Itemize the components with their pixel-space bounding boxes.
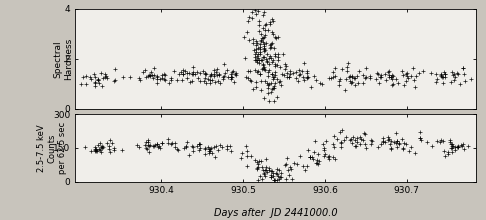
Y-axis label: 2.5-7.5 keV
Counts
per 62.5 sec: 2.5-7.5 keV Counts per 62.5 sec (37, 122, 67, 174)
Text: Days after  JD 2441000.0: Days after JD 2441000.0 (214, 208, 338, 218)
Y-axis label: Spectral
Hardness: Spectral Hardness (53, 38, 73, 80)
